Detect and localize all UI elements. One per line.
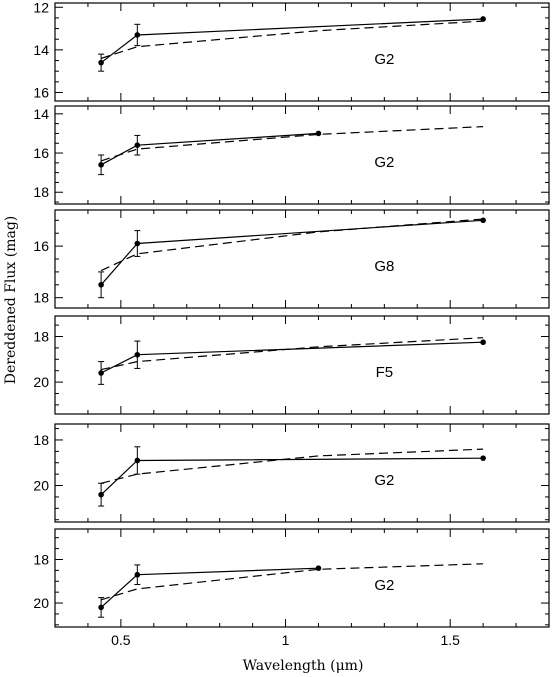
panel-3: 16 18 G8: [33, 209, 550, 309]
observed-sed-line: [100, 341, 484, 374]
observed-sed-line: [100, 457, 484, 496]
panel-frame: [54, 209, 550, 309]
data-point: [134, 32, 141, 38]
data-point: [134, 351, 141, 358]
x-tick-label: 1.5: [440, 632, 460, 648]
data-point: [98, 370, 104, 376]
data-point: [134, 571, 141, 578]
data-point: [98, 59, 104, 66]
data-point: [134, 142, 141, 148]
y-tick-label: 16: [33, 238, 49, 254]
y-tick-label: 14: [33, 42, 49, 58]
panels-group: 12 14 16 G2 14 16 18 G2 16 18 G8 18 20 F5 18 20 G2 18 20 G2: [33, 0, 550, 628]
y-tick-label: 18: [33, 551, 49, 567]
y-axis-title: Dereddened Flux (mag): [3, 216, 19, 384]
y-tick-label: 20: [33, 374, 49, 390]
panel-2: 14 16 18 G2: [33, 105, 550, 205]
data-point: [480, 339, 486, 346]
model-sed-line: [100, 563, 484, 601]
data-point: [480, 455, 486, 461]
x-tick-label: 0.5: [111, 632, 131, 648]
data-point: [98, 604, 104, 611]
data-point: [480, 16, 486, 22]
model-sed-line: [100, 337, 484, 371]
spectral-type-label: G2: [374, 472, 394, 489]
observed-sed-line: [100, 132, 319, 166]
panel-1: 12 14 16 G2: [33, 0, 550, 102]
panel-frame: [54, 528, 550, 628]
x-axis-title: Wavelength (μm): [243, 658, 364, 674]
data-point: [134, 240, 141, 247]
data-point: [480, 217, 486, 224]
observed-sed-line: [100, 219, 484, 286]
panel-4: 18 20 F5: [33, 315, 550, 415]
observed-sed-line: [100, 567, 319, 608]
panel-frame: [54, 423, 550, 523]
data-point: [98, 491, 104, 498]
panel-frame: [54, 315, 550, 415]
y-tick-label: 18: [33, 290, 49, 306]
y-tick-label: 18: [33, 432, 49, 448]
y-tick-label: 16: [33, 84, 49, 100]
y-tick-label: 18: [33, 184, 49, 200]
data-point: [134, 457, 141, 464]
data-point: [98, 162, 104, 168]
x-tick-label: 1: [282, 632, 290, 648]
spectral-type-label: G2: [374, 51, 394, 68]
y-tick-label: 18: [33, 329, 49, 345]
spectral-type-label: G2: [374, 154, 394, 171]
data-point: [315, 130, 322, 137]
y-tick-label: 16: [33, 145, 49, 161]
data-point: [315, 565, 322, 571]
y-tick-label: 20: [33, 478, 49, 494]
panel-frame: [54, 105, 550, 205]
data-point: [98, 281, 104, 288]
panel-6: 18 20 G2: [33, 528, 550, 628]
model-sed-line: [100, 448, 484, 484]
panel-frame: [54, 2, 550, 102]
model-sed-line: [100, 218, 484, 272]
observed-sed-line: [100, 18, 484, 64]
spectral-type-label: G8: [374, 258, 394, 275]
x-axis: 0.5 1 1.5: [111, 632, 460, 648]
spectral-type-label: G2: [374, 577, 394, 594]
y-tick-label: 20: [33, 595, 49, 611]
panel-5: 18 20 G2: [33, 423, 550, 523]
spectral-type-label: F5: [376, 364, 394, 381]
y-tick-label: 14: [33, 106, 49, 122]
model-sed-line: [100, 20, 484, 59]
y-tick-label: 12: [33, 0, 49, 15]
